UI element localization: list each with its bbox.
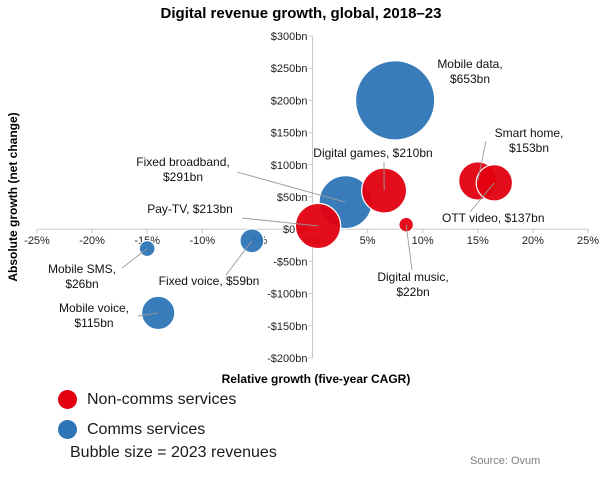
label-mobile-voice: Mobile voice, (59, 301, 129, 315)
x-tick-label: 5% (360, 235, 376, 247)
leader-line-mobile-voice (137, 312, 159, 317)
y-tick-label: $250bn (271, 63, 308, 75)
chart-title: Digital revenue growth, global, 2018–23 (161, 5, 442, 22)
y-tick-label: -$150bn (267, 321, 307, 333)
label-ott-video: OTT video, $137bn (442, 211, 545, 225)
label-mobile-sms: Mobile SMS, (48, 262, 116, 276)
label-smart-home: Smart home, (495, 126, 564, 140)
leader-line-mobile-sms (121, 248, 148, 269)
y-tick-label: $200bn (271, 95, 308, 107)
y-tick-label: $300bn (271, 31, 308, 43)
legend-marker-non-comms (58, 390, 77, 409)
y-tick-label: -$50bn (273, 256, 307, 268)
label-digital-music: Digital music, (377, 270, 448, 284)
x-tick-label: 10% (412, 235, 434, 247)
bubble-mobile-data (354, 60, 436, 141)
label-fixed-broadband: Fixed broadband, (136, 155, 229, 169)
y-tick-label: -$200bn (267, 353, 307, 365)
label-fixed-broadband-value: $291bn (163, 170, 203, 184)
leader-line-ott-video (469, 182, 495, 213)
label-digital-music-value: $22bn (396, 285, 429, 299)
label-mobile-voice-value: $115bn (74, 316, 113, 330)
bubble-ott-video (475, 164, 514, 202)
legend-label-comms: Comms services (87, 420, 206, 438)
y-tick-label: $100bn (271, 160, 308, 172)
x-tick-label: -25% (24, 235, 50, 247)
label-mobile-sms-value: $26bn (65, 277, 98, 291)
x-tick-label: -10% (189, 235, 215, 247)
bubble-size-note: Bubble size = 2023 revenues (70, 444, 277, 461)
leader-line-fixed-voice (225, 240, 253, 276)
x-tick-label: 15% (467, 235, 489, 247)
leader-line-pay-tv (241, 217, 319, 227)
source-note: Source: Ovum (470, 455, 541, 467)
x-tick-label: 20% (522, 235, 544, 247)
label-digital-games: Digital games, $210bn (313, 146, 432, 160)
x-tick-label: 25% (577, 235, 599, 247)
label-smart-home-value: $153bn (509, 141, 549, 155)
label-fixed-voice: Fixed voice, $59bn (159, 274, 260, 288)
leader-line-fixed-broadband (236, 171, 346, 203)
leader-line-smart-home (477, 140, 487, 181)
leader-line-digital-music (405, 224, 413, 271)
y-tick-label: -$100bn (267, 289, 307, 301)
label-mobile-data-value: $653bn (450, 72, 490, 86)
x-axis-title: Relative growth (five-year CAGR) (222, 372, 411, 386)
x-tick-label: -20% (79, 235, 105, 247)
y-tick-label: $150bn (271, 128, 308, 140)
legend-item-comms: Comms services (58, 420, 205, 439)
bubble-mobile-sms (138, 240, 156, 258)
label-mobile-data: Mobile data, (437, 57, 502, 71)
y-axis-title: Absolute growth (net change) (6, 112, 20, 281)
y-tick-label: $50bn (277, 192, 308, 204)
label-pay-tv: Pay-TV, $213bn (147, 202, 233, 216)
legend-marker-comms (58, 420, 77, 439)
legend-item-non-comms: Non-comms services (58, 390, 236, 409)
legend-label-non-comms: Non-comms services (87, 390, 237, 408)
